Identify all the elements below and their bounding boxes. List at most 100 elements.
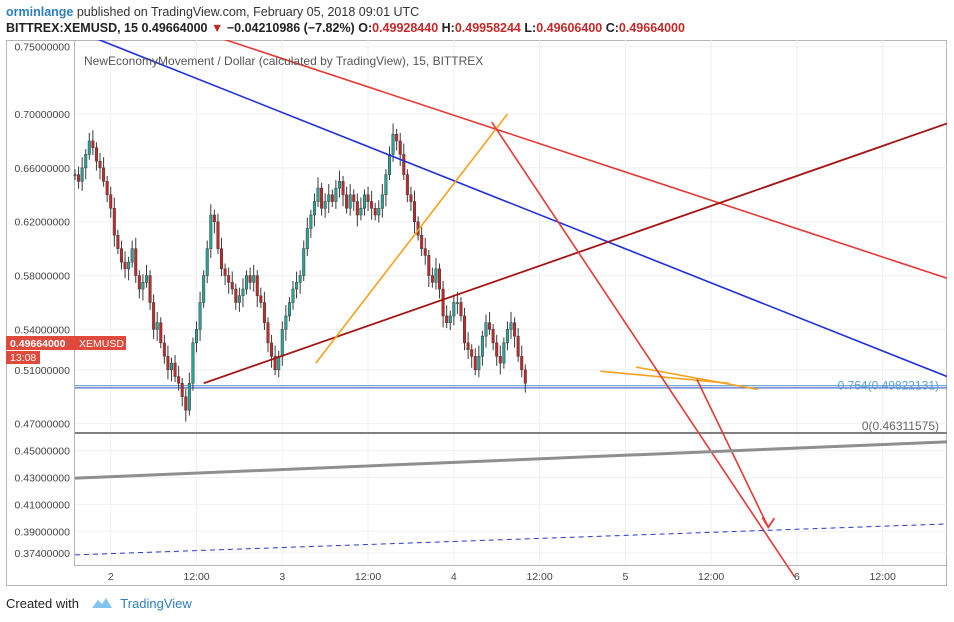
candle-body (477, 356, 481, 371)
candle-body (505, 329, 509, 344)
price-chart[interactable]: 0.75000000 0.70000000 0.66000000 0.62000000… (6, 40, 947, 586)
candle-body (102, 167, 106, 182)
candle-body (330, 194, 334, 202)
footer: Created with TradingView (6, 596, 192, 612)
candle-body (198, 302, 202, 330)
candle-body (195, 329, 199, 344)
y-tick-label: 0.62000000 (15, 217, 71, 229)
candle-body (119, 248, 123, 263)
candle-body (434, 268, 438, 283)
y-tick-label: 0.75000000 (15, 42, 71, 54)
candle-body (252, 275, 256, 283)
countdown-box (6, 351, 40, 364)
candle-body (245, 275, 249, 290)
candle-body (91, 140, 95, 148)
ohlc-low: 0.49606400 (536, 21, 603, 35)
tradingview-link[interactable]: TradingView (120, 596, 192, 611)
candle-body (87, 140, 91, 155)
publish-line: orminlange published on TradingView.com,… (6, 4, 946, 20)
candle-body (134, 248, 138, 276)
x-tick-label: 2 (108, 571, 114, 583)
candle-body (155, 322, 159, 330)
symbol-name: BITTREX:XEMUSD, 15 (6, 21, 138, 35)
candle-body (216, 221, 220, 249)
candle-body (148, 275, 152, 303)
countdown-label: 13:08 (10, 352, 36, 364)
candle-body (316, 187, 320, 202)
candle-body (448, 315, 452, 323)
candle-body (298, 275, 302, 283)
created-with-text: Created with (6, 596, 79, 611)
candle-body (387, 154, 391, 175)
candle-body (270, 342, 274, 357)
candle-body (370, 201, 374, 209)
candle-body (73, 174, 77, 176)
candle-body (112, 208, 116, 236)
candle-body (337, 181, 341, 189)
candle-body (116, 234, 120, 249)
candle-body (495, 342, 499, 357)
candle-body (295, 282, 299, 290)
candle-body (80, 167, 84, 182)
candle-body (98, 160, 102, 169)
candle-body (127, 261, 131, 270)
trend-line-red-upper-downtrend (223, 40, 947, 280)
candle-body (491, 329, 495, 344)
candle-body (334, 187, 338, 202)
candle-body (480, 335, 484, 357)
candle-body (488, 322, 492, 330)
ohlc-high: 0.49958244 (454, 21, 521, 35)
candle-body (123, 261, 127, 270)
candle-body (309, 214, 313, 229)
candle-body (305, 228, 309, 249)
candle-body (280, 329, 284, 357)
symbol-line: BITTREX:XEMUSD, 15 0.49664000 ▼ −0.04210… (6, 20, 946, 36)
candle-body (180, 383, 184, 397)
candle-body (373, 208, 377, 216)
candle-body (341, 181, 345, 196)
candle-body (352, 194, 356, 202)
candle-body (395, 133, 399, 142)
candle-body (323, 201, 327, 209)
candle-body (463, 315, 467, 344)
ohlc-open-key: O: (358, 21, 373, 35)
candle-body (466, 342, 470, 350)
candle-body (523, 369, 527, 384)
candles (73, 123, 527, 422)
tradingview-logo-icon[interactable] (91, 597, 113, 612)
author-name[interactable]: orminlange (6, 5, 74, 19)
y-tick-label: 0.58000000 (15, 271, 71, 283)
candle-body (413, 201, 417, 222)
arrow-head-down (761, 516, 776, 529)
trend-line-red-projection-2 (696, 378, 770, 528)
candle-body (420, 234, 424, 249)
candle-body (277, 356, 281, 371)
price-axis: 0.75000000 0.70000000 0.66000000 0.62000000… (15, 42, 71, 560)
candle-body (184, 396, 188, 411)
fib-764-label: 0.764(0.49822131) (838, 379, 939, 393)
trend-lines (74, 40, 947, 578)
candle-body (302, 248, 306, 276)
candle-body (398, 140, 402, 155)
candle-body (498, 356, 502, 364)
candle-body (227, 275, 231, 283)
candle-body (94, 147, 98, 162)
x-tick-label: 12:00 (870, 571, 896, 583)
candle-body (105, 181, 109, 196)
price-label-value: 0.49664000 (10, 338, 66, 350)
publish-info: published on TradingView.com, February 0… (76, 5, 420, 19)
candle-body (287, 302, 291, 317)
candle-body (255, 275, 259, 297)
last-price: 0.49664000 (141, 21, 208, 35)
candle-body (237, 295, 241, 303)
candle-body (220, 248, 224, 270)
candle-body (187, 383, 191, 411)
candle-body (355, 201, 359, 216)
candle-body (327, 194, 331, 202)
symbol-label: XEMUSD (79, 338, 124, 350)
candle-body (141, 282, 145, 290)
candle-body (109, 194, 113, 209)
candle-body (459, 302, 463, 317)
time-axis: 2 12:00 3 12:00 4 12:00 5 12:00 6 12:00 (108, 571, 896, 583)
candle-body (212, 214, 216, 222)
